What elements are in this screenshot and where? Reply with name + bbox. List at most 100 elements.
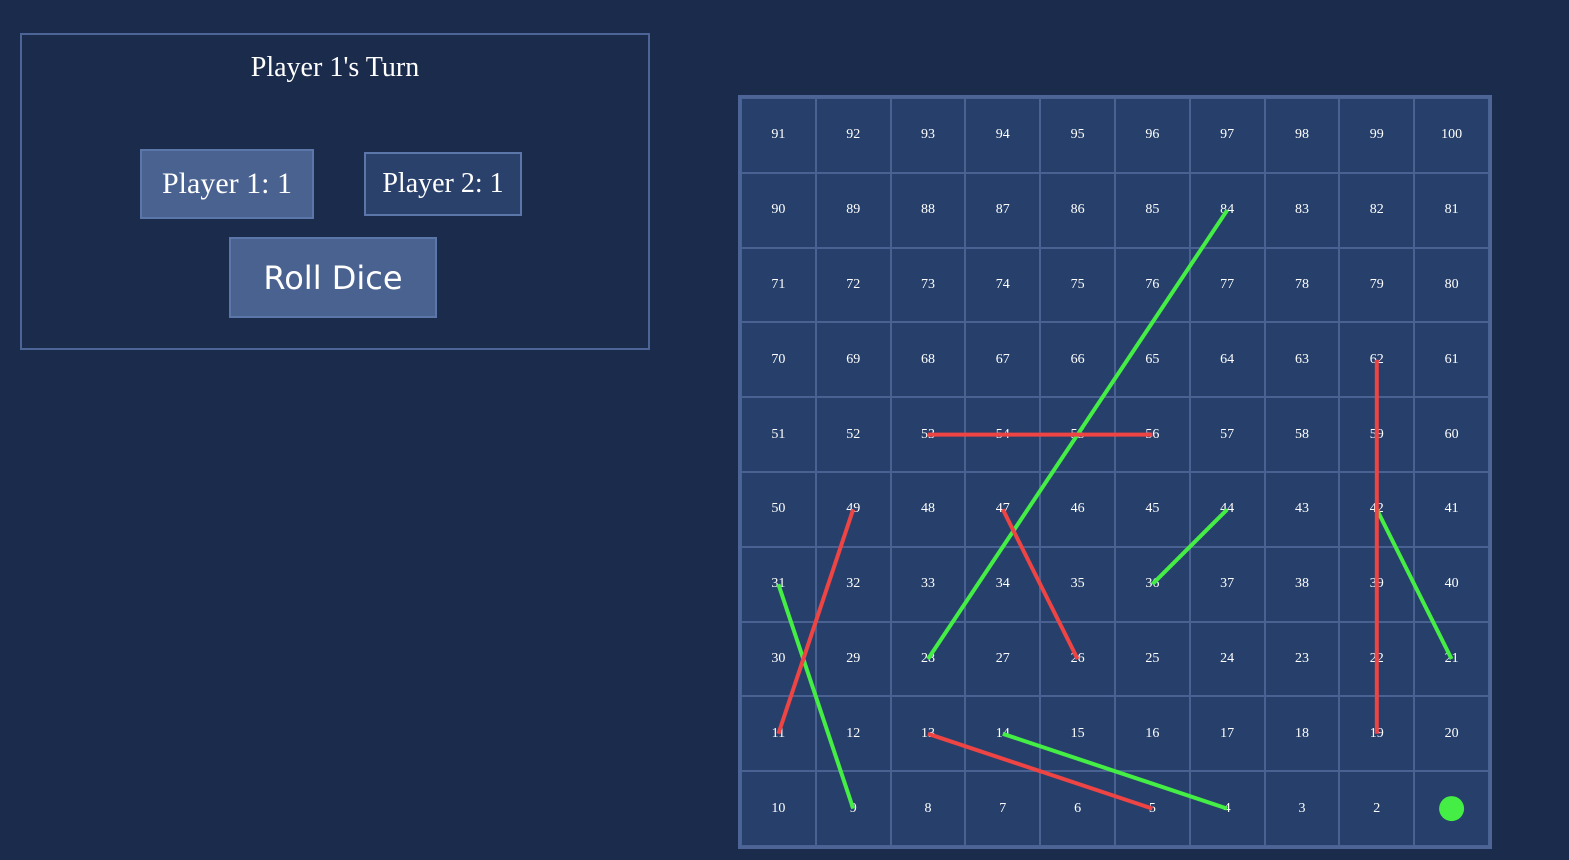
board-cell-38: 38 [1264, 546, 1340, 622]
board-cell-42: 42 [1339, 471, 1415, 547]
board-cell-2: 2 [1339, 771, 1415, 846]
board-cell-55: 55 [1040, 397, 1115, 472]
board-cell-33: 33 [890, 546, 966, 622]
board-cell-62: 62 [1339, 322, 1415, 398]
board-cell-49: 49 [815, 471, 891, 547]
board-cell-5: 5 [1114, 771, 1190, 846]
board-cell-82: 82 [1339, 172, 1415, 248]
board-cell-1 [1414, 771, 1489, 846]
board-cell-91: 91 [741, 98, 816, 173]
board-cell-24: 24 [1189, 621, 1265, 697]
board-cell-46: 46 [1040, 471, 1115, 547]
board-cell-23: 23 [1264, 621, 1340, 697]
board-cell-78: 78 [1264, 247, 1340, 323]
board-cell-63: 63 [1264, 322, 1340, 398]
board-cell-96: 96 [1114, 98, 1190, 173]
board-cell-98: 98 [1264, 98, 1340, 173]
board-cell-26: 26 [1040, 621, 1115, 697]
board-cell-19: 19 [1339, 696, 1415, 772]
board-cell-48: 48 [890, 471, 966, 547]
board-cell-86: 86 [1040, 172, 1115, 248]
game-board: 91 92 93 94 95 96 97 98 99 100 90 89 88 87 86 85 84 83 82 8… [738, 95, 1492, 849]
board-cell-35: 35 [1040, 546, 1115, 622]
board-cell-67: 67 [965, 322, 1041, 398]
board-cell-95: 95 [1040, 98, 1115, 173]
board-cell-31: 31 [741, 546, 816, 622]
board-cell-41: 41 [1414, 471, 1489, 547]
board-cell-29: 29 [815, 621, 891, 697]
board-cell-73: 73 [890, 247, 966, 323]
board-cell-51: 51 [741, 397, 816, 472]
board-cell-52: 52 [815, 397, 891, 472]
board-cell-56: 56 [1114, 397, 1190, 472]
board-cell-22: 22 [1339, 621, 1415, 697]
board-cell-53: 53 [890, 397, 966, 472]
board-cell-40: 40 [1414, 546, 1489, 622]
board-cell-36: 36 [1114, 546, 1190, 622]
board-cell-10: 10 [741, 771, 816, 846]
board-cell-34: 34 [965, 546, 1041, 622]
roll-dice-button[interactable]: Roll Dice [229, 237, 437, 318]
board-cell-4: 4 [1189, 771, 1265, 846]
board-cell-50: 50 [741, 471, 816, 547]
board-cell-83: 83 [1264, 172, 1340, 248]
board-cell-7: 7 [965, 771, 1041, 846]
game-status-panel: Player 1's Turn Player 1: 1 Player 2: 1 … [20, 33, 650, 350]
board-cell-89: 89 [815, 172, 891, 248]
turn-indicator: Player 1's Turn [250, 52, 420, 83]
board-cell-18: 18 [1264, 696, 1340, 772]
board-cell-92: 92 [815, 98, 891, 173]
board-cell-64: 64 [1189, 322, 1265, 398]
board-cell-75: 75 [1040, 247, 1115, 323]
board-cell-76: 76 [1114, 247, 1190, 323]
board-cell-14: 14 [965, 696, 1041, 772]
board-cell-84: 84 [1189, 172, 1265, 248]
board-cell-59: 59 [1339, 397, 1415, 472]
board-cell-66: 66 [1040, 322, 1115, 398]
board-cell-58: 58 [1264, 397, 1340, 472]
board-cell-30: 30 [741, 621, 816, 697]
board-cell-57: 57 [1189, 397, 1265, 472]
board-cell-20: 20 [1414, 696, 1489, 772]
board-cell-21: 21 [1414, 621, 1489, 697]
board-cell-87: 87 [965, 172, 1041, 248]
board-cell-32: 32 [815, 546, 891, 622]
player-1-score: Player 1: 1 [140, 149, 314, 219]
board-cell-93: 93 [890, 98, 966, 173]
board-cell-68: 68 [890, 322, 966, 398]
board-cell-6: 6 [1040, 771, 1115, 846]
board-cell-99: 99 [1339, 98, 1415, 173]
board-cell-81: 81 [1414, 172, 1489, 248]
board-cell-37: 37 [1189, 546, 1265, 622]
board-cell-85: 85 [1114, 172, 1190, 248]
board-cell-28: 28 [890, 621, 966, 697]
board-cell-27: 27 [965, 621, 1041, 697]
board-cell-70: 70 [741, 322, 816, 398]
board-cell-97: 97 [1189, 98, 1265, 173]
board-cell-88: 88 [890, 172, 966, 248]
board-cell-77: 77 [1189, 247, 1265, 323]
board-cell-9: 9 [815, 771, 891, 846]
board-cell-8: 8 [890, 771, 966, 846]
board-cell-80: 80 [1414, 247, 1489, 323]
board-cell-47: 47 [965, 471, 1041, 547]
board-cell-11: 11 [741, 696, 816, 772]
board-cell-94: 94 [965, 98, 1041, 173]
board-cell-54: 54 [965, 397, 1041, 472]
board-cell-72: 72 [815, 247, 891, 323]
player-2-score: Player 2: 1 [364, 152, 522, 216]
board-cell-43: 43 [1264, 471, 1340, 547]
board-cell-79: 79 [1339, 247, 1415, 323]
board-cell-60: 60 [1414, 397, 1489, 472]
board-cell-65: 65 [1114, 322, 1190, 398]
board-cell-16: 16 [1114, 696, 1190, 772]
board-cell-13: 13 [890, 696, 966, 772]
board-cell-15: 15 [1040, 696, 1115, 772]
board-cell-74: 74 [965, 247, 1041, 323]
board-cell-71: 71 [741, 247, 816, 323]
board-cell-61: 61 [1414, 322, 1489, 398]
board-cell-45: 45 [1114, 471, 1190, 547]
board-cell-12: 12 [815, 696, 891, 772]
board-cell-90: 90 [741, 172, 816, 248]
board-cell-25: 25 [1114, 621, 1190, 697]
